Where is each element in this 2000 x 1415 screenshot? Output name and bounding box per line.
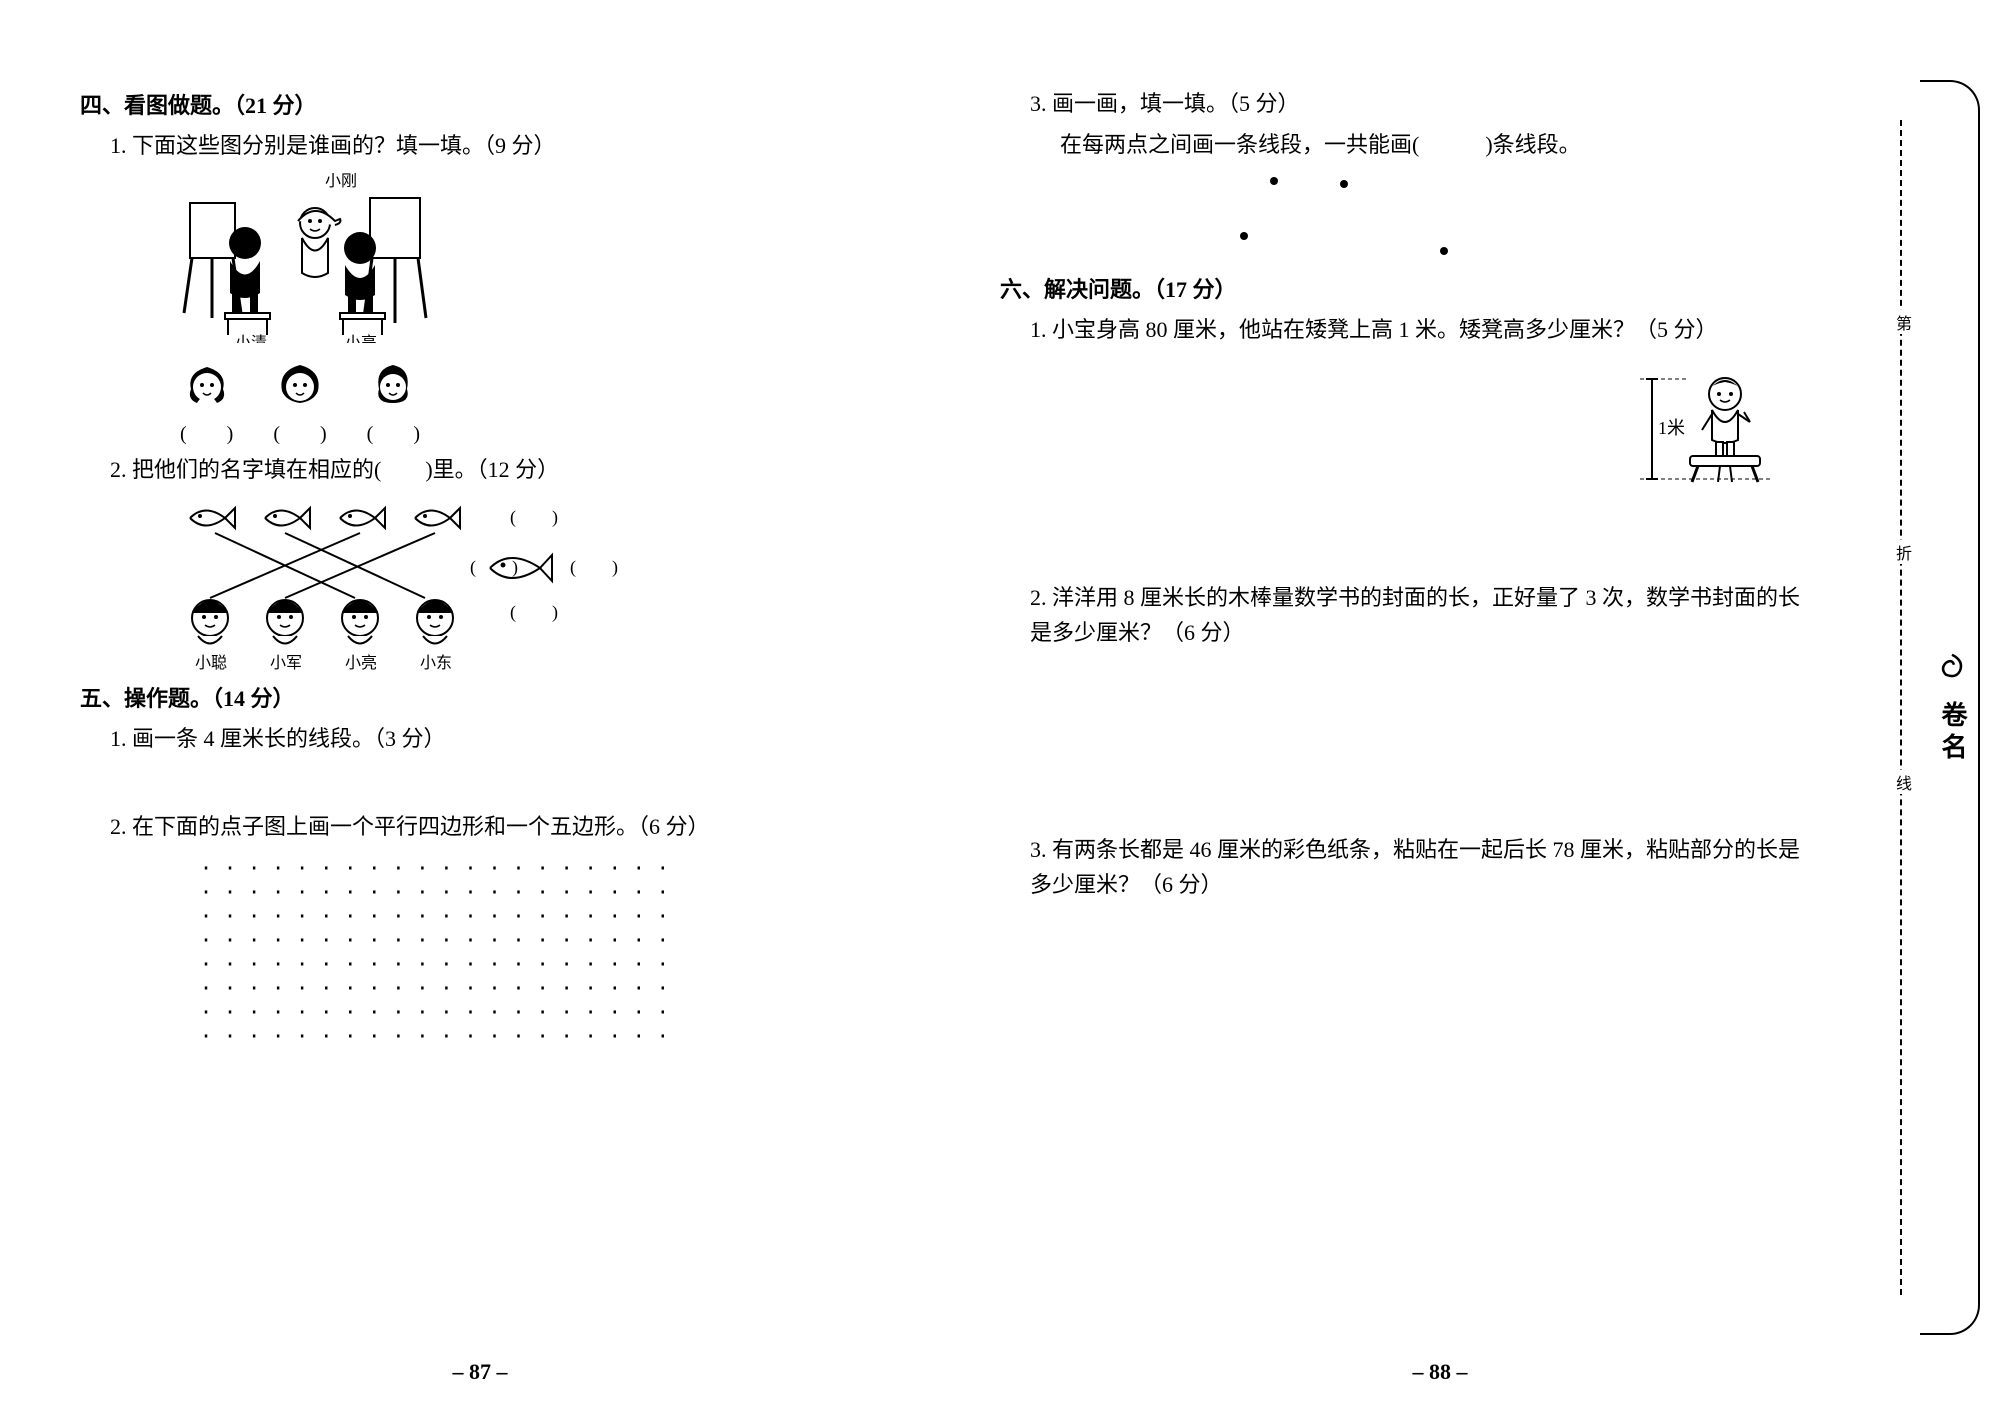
dot-point	[1440, 247, 1448, 255]
label-xiaoliang: 小亮	[345, 334, 377, 343]
kid-head-icon	[267, 600, 303, 644]
fish-diagram: 小聪 小军 小亮 小东 ( ) ( ) ( ) ( )	[170, 493, 670, 673]
page-spread: 四、看图做题。（21 分） 1. 下面这些图分别是谁画的？填一填。（9 分） 小…	[0, 0, 2000, 1415]
four-dots-area	[1110, 172, 1470, 262]
blank-space	[1000, 656, 1820, 826]
fish-icon	[340, 508, 385, 528]
left-page-number: – 87 –	[453, 1359, 508, 1385]
head-blank-3: ( )	[367, 359, 420, 446]
left-page: 四、看图做题。（21 分） 1. 下面这些图分别是谁画的？填一填。（9 分） 小…	[0, 0, 960, 1415]
right-page: 3. 画一画，填一填。（5 分） 在每两点之间画一条线段，一共能画( )条线段。…	[960, 0, 1920, 1415]
svg-text:小东: 小东	[420, 654, 452, 672]
kid-head-icon	[417, 600, 453, 644]
face-icon	[183, 359, 231, 407]
dot-row: ····················	[200, 952, 920, 976]
fold-annot: 第	[1896, 310, 1912, 334]
dot-grid: ········································…	[200, 856, 920, 1048]
dot-point	[1240, 232, 1248, 240]
height-label: 1米	[1658, 418, 1685, 438]
dot-row: ····················	[200, 928, 920, 952]
swirl-icon	[1936, 650, 1968, 682]
head-blank-2: ( )	[273, 359, 326, 446]
section-5-q2: 2. 在下面的点子图上画一个平行四边形和一个五边形。（6 分）	[110, 809, 920, 844]
blank-space	[80, 763, 920, 803]
fish-blank-text: ( )	[510, 507, 558, 528]
section-6-q2: 2. 洋洋用 8 厘米长的木棒量数学书的封面的长，正好量了 3 次，数学书封面的…	[1030, 580, 1820, 650]
dot-row: ····················	[200, 1000, 920, 1024]
fold-line	[1900, 120, 1902, 1295]
blank-text: ( )	[273, 417, 326, 446]
stool-illustration: 1米	[1630, 364, 1780, 494]
fold-annot: 折	[1896, 540, 1912, 564]
blank-space	[1000, 494, 1820, 574]
face-icon	[369, 359, 417, 407]
section-6-title: 六、解决问题。（17 分）	[1000, 272, 1820, 304]
kid-head-icon	[192, 600, 228, 644]
head-blank-1: ( )	[180, 359, 233, 446]
right-q3-line2: 在每两点之间画一条线段，一共能画( )条线段。	[1060, 127, 1820, 162]
dot-row: ····················	[200, 904, 920, 928]
kids-drawing-scene: 小刚 小清	[170, 173, 450, 343]
section-4-title: 四、看图做题。（21 分）	[80, 88, 920, 120]
svg-text:小亮: 小亮	[345, 654, 377, 672]
fish-blank-text: ( )	[470, 557, 518, 578]
dot-row: ····················	[200, 856, 920, 880]
fish-blank-text: ( )	[570, 557, 618, 578]
blank-text: ( )	[367, 417, 420, 446]
section-4-q2: 2. 把他们的名字填在相应的( )里。（12 分）	[110, 452, 920, 487]
section-6-q3: 3. 有两条长都是 46 厘米的彩色纸条，粘贴在一起后长 78 厘米，粘贴部分的…	[1030, 832, 1820, 902]
fish-icon	[415, 508, 460, 528]
dot-row: ····················	[200, 1024, 920, 1048]
section-5-title: 五、操作题。（14 分）	[80, 681, 920, 713]
label-xiaogang: 小刚	[325, 173, 357, 190]
section-5-q1: 1. 画一条 4 厘米长的线段。（3 分）	[110, 721, 920, 756]
dot-row: ····················	[200, 880, 920, 904]
fish-icon	[265, 508, 310, 528]
kid-head-icon	[342, 600, 378, 644]
fish-blank-text: ( )	[510, 602, 558, 623]
side-tab-label: 卷名	[1934, 650, 1971, 765]
side-label-text: 卷名	[1938, 701, 1967, 765]
svg-text:小聪: 小聪	[195, 654, 227, 672]
dot-point	[1270, 177, 1278, 185]
blank-text: ( )	[180, 417, 233, 446]
dot-point	[1340, 180, 1348, 188]
right-page-number: – 88 –	[1413, 1359, 1468, 1385]
section-4-q1: 1. 下面这些图分别是谁画的？填一填。（9 分）	[110, 128, 920, 163]
right-q3-line1: 3. 画一画，填一填。（5 分）	[1030, 86, 1820, 121]
side-tab: 卷名	[1920, 80, 1990, 1335]
section-6-q1: 1. 小宝身高 80 厘米，他站在矮凳上高 1 米。矮凳高多少厘米？（5 分）	[1030, 312, 1820, 347]
face-icon	[276, 359, 324, 407]
label-xiaoqing: 小清	[235, 334, 267, 343]
dot-row: ····················	[200, 976, 920, 1000]
fish-icon	[190, 508, 235, 528]
fold-annot: 线	[1896, 770, 1912, 794]
q1-blanks-row: ( ) ( ) ( )	[180, 359, 920, 446]
svg-text:小军: 小军	[270, 654, 302, 672]
